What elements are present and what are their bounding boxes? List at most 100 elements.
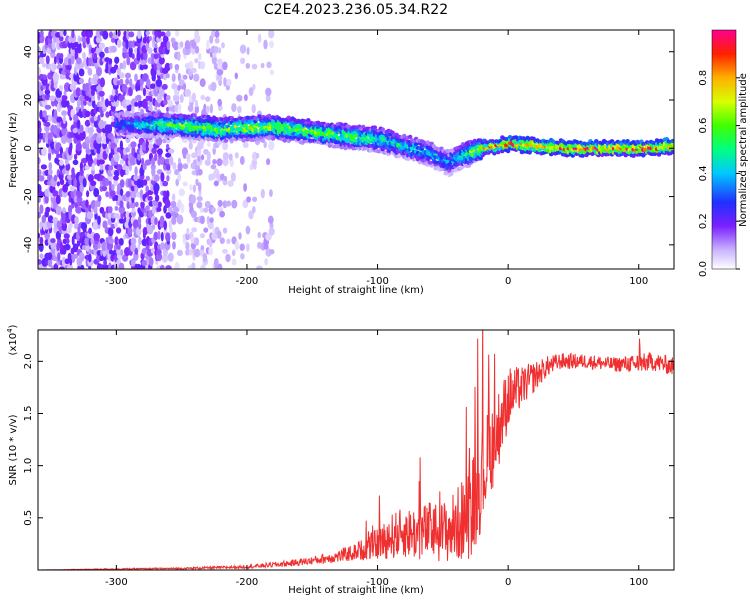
heatmap-cell (255, 152, 260, 159)
heatmap-cell (268, 227, 275, 236)
heatmap-cell (154, 105, 158, 111)
heatmap-cell (248, 210, 254, 220)
heatmap-cell (222, 61, 228, 71)
heatmap-cell (166, 143, 170, 150)
heatmap-cell (216, 158, 223, 167)
heatmap-cell (125, 191, 131, 198)
heatmap-cell (137, 30, 142, 39)
heatmap-cell (86, 211, 94, 220)
heatmap-cell (121, 83, 128, 93)
x-tick-label: -200 (236, 276, 259, 287)
heatmap-cell (148, 143, 154, 150)
heatmap-cell (82, 131, 86, 140)
heatmap-cell (208, 247, 214, 256)
heatmap-cell (194, 45, 200, 54)
heatmap-cell (125, 72, 131, 79)
heatmap-cell (165, 232, 171, 242)
heatmap-cell (63, 233, 70, 239)
heatmap-cell (179, 94, 184, 103)
heatmap-cell (93, 187, 100, 198)
heatmap-cell (99, 163, 103, 171)
chart-title: C2E4.2023.236.05.34.R22 (264, 2, 448, 18)
heatmap-cell (44, 194, 49, 204)
heatmap-cell (103, 259, 107, 267)
heatmap-cell (268, 140, 275, 151)
colorbar-tick-label: 0.2 (698, 213, 709, 229)
heatmap-cell (139, 63, 145, 71)
heatmap-cell (78, 252, 85, 262)
heatmap-cell (119, 188, 124, 197)
heatmap-cell (59, 30, 64, 37)
heatmap-cell (84, 165, 90, 171)
heatmap-cell (256, 265, 263, 269)
heatmap-cell (238, 232, 242, 240)
heatmap-cell (73, 153, 78, 161)
y-tick-label: 1.5 (23, 406, 34, 422)
heatmap-cell (125, 78, 130, 85)
heatmap-cell (53, 56, 57, 65)
heatmap-cell (251, 104, 256, 114)
heatmap-cell (115, 89, 119, 96)
heatmap-cell (168, 220, 172, 230)
heatmap-cell (138, 236, 142, 246)
heatmap-cell (42, 132, 46, 138)
heatmap-cell (39, 34, 45, 44)
heatmap-cell (269, 40, 274, 49)
heatmap-cell (185, 241, 190, 251)
heatmap-cell (102, 30, 109, 40)
colorbar-label: Normalized spectral amplitude (738, 73, 749, 227)
heatmap-cell (149, 35, 152, 42)
heatmap-cell (171, 193, 176, 202)
heatmap-cell (93, 205, 98, 215)
heatmap-cell (191, 227, 198, 233)
heatmap-cell (164, 62, 171, 72)
heatmap-cell (39, 30, 44, 37)
heatmap-cell (109, 31, 113, 39)
heatmap-cell (244, 94, 248, 102)
heatmap-cell (408, 134, 413, 139)
heatmap-cell (53, 109, 58, 119)
heatmap-cell (191, 194, 196, 204)
heatmap-cell (47, 168, 53, 176)
heatmap-cell (129, 78, 133, 88)
heatmap-cell (72, 243, 79, 253)
heatmap-cell (226, 78, 232, 86)
heatmap-cell (231, 199, 238, 209)
heatmap-cell (265, 94, 271, 102)
heatmap-cell (158, 56, 165, 65)
heatmap-cell (213, 258, 219, 267)
heatmap-cell (197, 168, 203, 176)
heatmap-cell (110, 45, 117, 53)
heatmap-cell (59, 241, 63, 251)
heatmap-cell (158, 87, 165, 97)
heatmap-cell (87, 30, 93, 38)
heatmap-cell (182, 181, 188, 187)
heatmap-cell (217, 263, 223, 269)
heatmap-cell (139, 189, 144, 199)
heatmap-cell (159, 242, 166, 251)
heatmap-cell (269, 189, 273, 198)
heatmap-cell (86, 56, 90, 67)
heatmap-cell (183, 83, 187, 91)
heatmap-cell (39, 109, 43, 120)
heatmap-cell (86, 190, 90, 198)
heatmap-cell (199, 233, 205, 239)
heatmap-cell (111, 184, 115, 191)
heatmap-cell (96, 66, 102, 77)
heatmap-cell (246, 196, 252, 203)
heatmap-cell (148, 257, 154, 267)
heatmap-cell (169, 62, 173, 70)
heatmap-cell (88, 248, 93, 255)
heatmap-cell (140, 85, 144, 91)
heatmap-cell (134, 201, 139, 208)
heatmap-cell (213, 46, 219, 54)
heatmap-cell (164, 199, 171, 209)
heatmap-cell (101, 95, 104, 102)
heatmap-cell (216, 68, 224, 76)
heatmap-cell (123, 30, 128, 37)
heatmap-cell (145, 89, 150, 96)
heatmap-cell (212, 159, 217, 165)
heatmap-cell (91, 163, 95, 172)
heatmap-cell (88, 227, 92, 234)
